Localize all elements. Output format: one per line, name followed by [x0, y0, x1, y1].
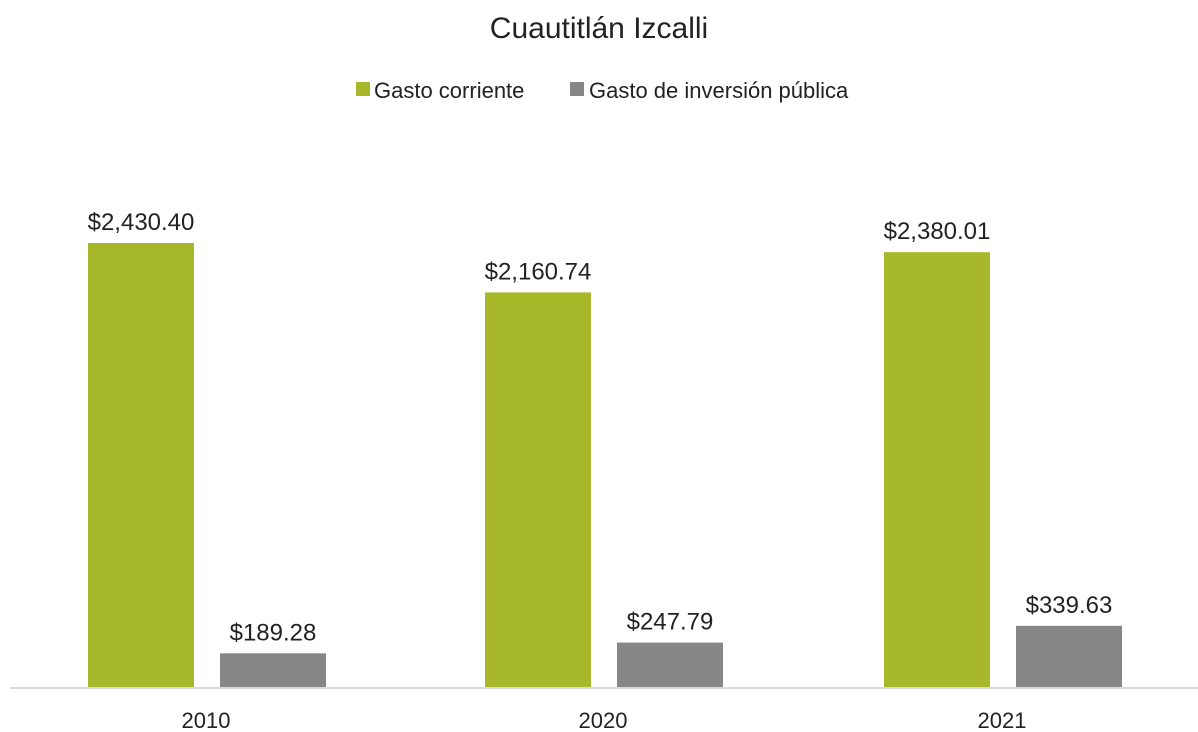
value-label-gasto-corriente-2020: $2,160.74 [485, 258, 592, 285]
bar-gasto-corriente-2010 [88, 243, 194, 688]
legend-label-gasto-inversion: Gasto de inversión pública [589, 78, 849, 103]
x-tick-label-2020: 2020 [579, 708, 628, 732]
bar-gasto-inversion-2021 [1016, 625, 1122, 688]
value-label-gasto-inversion-2021: $339.63 [1026, 592, 1113, 619]
chart-title: Cuautitlán Izcalli [490, 12, 708, 45]
x-tick-label-2021: 2021 [978, 708, 1027, 732]
bar-gasto-inversion-2020 [617, 642, 723, 688]
bar-gasto-inversion-2010 [220, 653, 326, 688]
legend-swatch-gasto-inversion [570, 82, 584, 96]
bar-gasto-corriente-2020 [485, 292, 591, 688]
x-axis-ticks: 2010 2020 2021 [182, 708, 1027, 732]
bar-gasto-corriente-2021 [884, 252, 990, 688]
x-tick-label-2010: 2010 [182, 708, 231, 732]
bars-group [88, 243, 1122, 688]
legend: Gasto corriente Gasto de inversión públi… [356, 78, 849, 103]
value-label-gasto-corriente-2010: $2,430.40 [88, 209, 195, 236]
value-label-gasto-corriente-2021: $2,380.01 [884, 218, 991, 245]
legend-label-gasto-corriente: Gasto corriente [374, 78, 524, 103]
value-label-gasto-inversion-2010: $189.28 [230, 619, 317, 646]
legend-swatch-gasto-corriente [356, 82, 370, 96]
value-labels-group: $2,430.40 $189.28 $2,160.74 $247.79 $2,380.0… [88, 209, 1113, 646]
value-label-gasto-inversion-2020: $247.79 [627, 609, 714, 636]
